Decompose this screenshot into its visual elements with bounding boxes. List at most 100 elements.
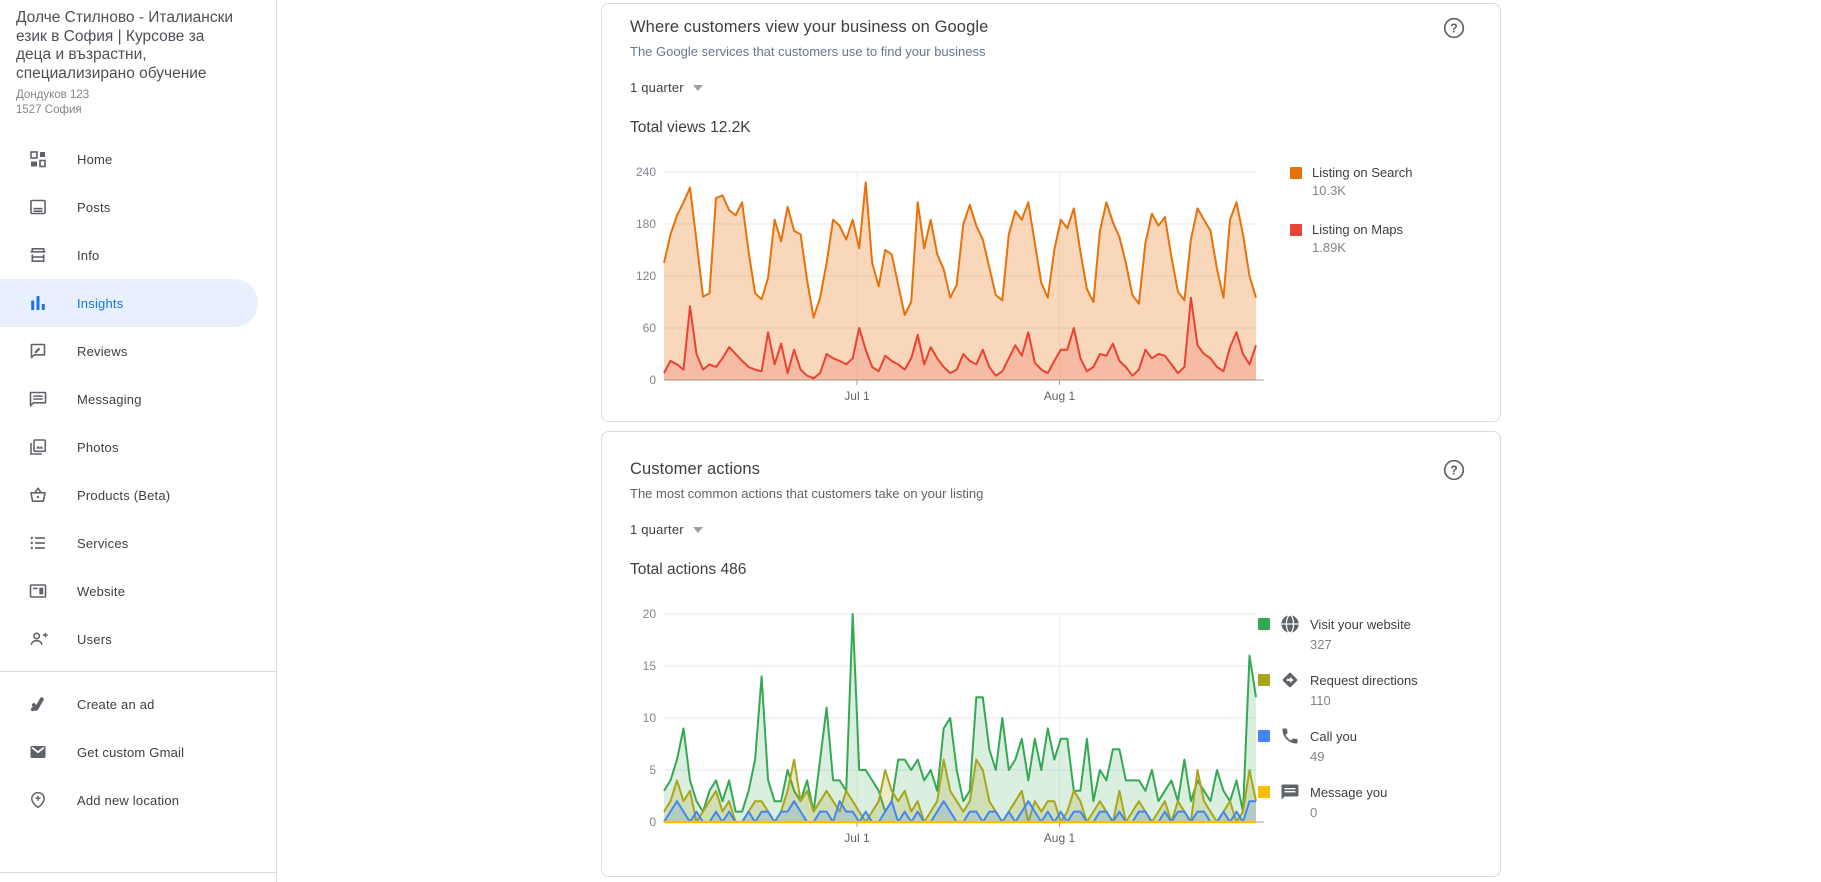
views-legend: Listing on Search 10.3K Listing on Maps … [1290, 162, 1412, 276]
period-dropdown[interactable]: 1 quarter [630, 522, 703, 537]
svg-text:240: 240 [636, 166, 656, 179]
sidebar-nav: Home Posts Info Insights Reviews Messagi… [0, 135, 276, 663]
actions-card: Customer actions The most common actions… [601, 431, 1501, 877]
legend-swatch [1258, 730, 1270, 742]
legend-swatch [1258, 786, 1270, 798]
chat-icon [28, 389, 48, 409]
svg-text:60: 60 [643, 321, 657, 335]
sidebar-item-photos[interactable]: Photos [0, 423, 258, 471]
legend-label: Visit your website [1310, 616, 1411, 632]
person-add-icon [28, 629, 48, 649]
period-value: 1 quarter [630, 522, 684, 537]
list-icon [28, 533, 48, 553]
svg-text:20: 20 [643, 608, 657, 621]
actions-chart: 0 5 10 15 20 Jul 1 Aug 1 [630, 607, 1472, 853]
gmail-icon [28, 742, 48, 762]
google-ads-icon [28, 694, 48, 714]
posts-icon [28, 197, 48, 217]
sidebar-item-label: Users [77, 631, 112, 647]
sidebar-item-label: Products (Beta) [77, 487, 171, 503]
sidebar-bottom-divider [0, 872, 276, 873]
total-views: Total views 12.2K [630, 119, 751, 136]
dashboard-icon [28, 149, 48, 169]
business-name: Долче Стилново - Италиански език в София… [16, 9, 234, 82]
sidebar-item-services[interactable]: Services [0, 519, 258, 567]
sidebar-item-label: Website [77, 583, 126, 599]
sidebar-item-label: Messaging [77, 391, 142, 407]
views-chart: 0 60 120 180 240 Jul 1 Aug 1 [630, 165, 1472, 411]
chevron-down-icon [692, 84, 703, 91]
sidebar-item-label: Posts [77, 199, 111, 215]
sidebar-item-website[interactable]: Website [0, 567, 258, 615]
globe-icon [1280, 614, 1300, 634]
svg-text:?: ? [1450, 463, 1458, 477]
insights-icon [28, 293, 48, 313]
legend-label: Listing on Maps [1312, 222, 1404, 237]
svg-text:5: 5 [649, 763, 656, 777]
legend-label: Message you [1310, 784, 1388, 800]
period-value: 1 quarter [630, 80, 684, 95]
address-line-1: Дондуков 123 [16, 89, 90, 101]
sidebar-item-label: Photos [77, 439, 119, 455]
legend-item-website: Visit your website 327 [1258, 612, 1418, 659]
legend-item-call: Call you 49 [1258, 724, 1418, 771]
sidebar-item-messaging[interactable]: Messaging [0, 375, 258, 423]
sidebar-item-products[interactable]: Products (Beta) [0, 471, 258, 519]
sidebar-item-label: Insights [77, 295, 124, 311]
legend-value: 1.89K [1312, 240, 1346, 255]
phone-icon [1280, 726, 1300, 746]
sidebar-item-insights[interactable]: Insights [0, 279, 258, 327]
total-actions: Total actions 486 [630, 561, 747, 578]
svg-text:Jul 1: Jul 1 [844, 831, 870, 845]
address-line-2: 1527 София [16, 104, 82, 116]
legend-item-directions: Request directions 110 [1258, 668, 1418, 715]
sidebar-item-info[interactable]: Info [0, 231, 258, 279]
legend-value: 110 [1310, 693, 1331, 708]
legend-swatch [1258, 674, 1270, 686]
legend-value: 327 [1310, 637, 1332, 652]
svg-text:10: 10 [643, 711, 657, 725]
sidebar-item-label: Create an ad [77, 696, 155, 712]
sidebar-item-add-location[interactable]: Add new location [0, 776, 258, 824]
svg-text:0: 0 [649, 373, 656, 387]
basket-icon [28, 485, 48, 505]
sidebar-item-users[interactable]: Users [0, 615, 258, 663]
legend-item-message: Message you 0 [1258, 780, 1418, 827]
sidebar-item-label: Home [77, 151, 113, 167]
views-card-subtitle: The Google services that customers use t… [630, 44, 986, 59]
sidebar-item-create-ad[interactable]: Create an ad [0, 680, 258, 728]
sidebar-footer-nav: Create an ad Get custom Gmail Add new lo… [0, 680, 276, 824]
sidebar-item-label: Services [77, 535, 129, 551]
svg-text:180: 180 [636, 217, 656, 231]
actions-card-subtitle: The most common actions that customers t… [630, 486, 984, 501]
sidebar-item-label: Info [77, 247, 100, 263]
message-icon [1280, 782, 1300, 802]
legend-swatch [1290, 223, 1302, 236]
actions-card-title: Customer actions [630, 460, 760, 478]
photo-library-icon [28, 437, 48, 457]
svg-text:Aug 1: Aug 1 [1044, 389, 1076, 403]
sidebar-divider [0, 671, 276, 672]
sidebar-item-reviews[interactable]: Reviews [0, 327, 258, 375]
actions-legend: Visit your website 327 Request direction… [1258, 612, 1418, 836]
svg-text:Jul 1: Jul 1 [844, 389, 870, 403]
legend-swatch [1290, 166, 1302, 179]
sidebar-item-label: Get custom Gmail [77, 744, 185, 760]
svg-text:?: ? [1450, 21, 1458, 35]
sidebar-item-posts[interactable]: Posts [0, 183, 258, 231]
legend-value: 0 [1310, 805, 1318, 820]
sidebar-item-label: Reviews [77, 343, 128, 359]
sidebar-item-label: Add new location [77, 792, 180, 808]
sidebar-item-custom-gmail[interactable]: Get custom Gmail [0, 728, 258, 776]
period-dropdown[interactable]: 1 quarter [630, 80, 703, 95]
help-icon[interactable]: ? [1442, 458, 1466, 482]
help-icon[interactable]: ? [1442, 16, 1466, 40]
web-icon [28, 581, 48, 601]
add-location-icon [28, 790, 48, 810]
business-address: Дондуков 123 1527 София [16, 88, 260, 118]
sidebar-item-home[interactable]: Home [0, 135, 258, 183]
legend-item-search: Listing on Search 10.3K [1290, 162, 1412, 210]
chevron-down-icon [692, 526, 703, 533]
svg-text:0: 0 [649, 815, 656, 829]
storefront-icon [28, 245, 48, 265]
